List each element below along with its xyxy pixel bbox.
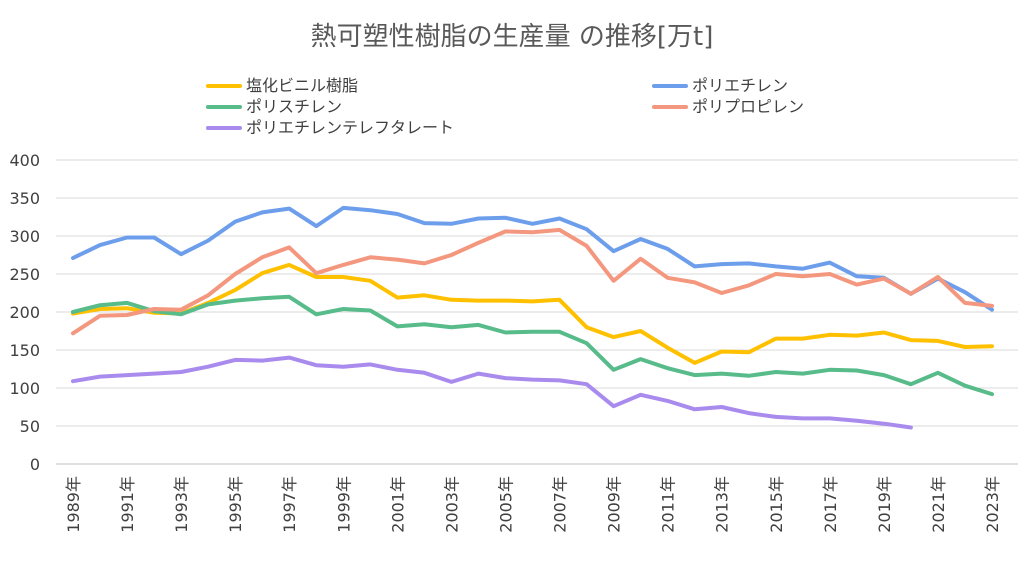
x-tick-label: 2021年 [929,476,948,533]
x-tick-label: 1991年 [118,476,137,533]
legend: 塩化ビニル樹脂 ポリエチレン ポリスチレン ポリプロピレン ポリエチレンテレフタ… [206,76,804,137]
y-tick-label: 0 [30,455,40,474]
x-tick-label: 2003年 [442,476,461,533]
x-tick-label: 2007年 [551,476,570,533]
series-line [71,227,994,336]
gridlines [56,159,1018,465]
legend-label: ポリスチレン [246,97,342,116]
series-lines [71,205,994,430]
legend-item: ポリプロピレン [652,97,804,116]
x-tick-label: 2023年 [983,476,1002,533]
legend-item: ポリスチレン [206,97,342,116]
x-axis-ticks: 1989年 1991年 1993年 1995年 1997年 1999年 2001年 2003年… [64,476,1002,533]
x-tick-label: 1997年 [280,476,299,533]
legend-label: ポリエチレンテレフタレート [246,118,454,137]
x-tick-label: 2013年 [713,476,732,533]
series-line [71,294,994,397]
x-tick-label: 1989年 [64,476,83,533]
x-tick-label: 2001年 [388,476,407,533]
legend-label: ポリエチレン [692,76,788,95]
y-tick-label: 50 [20,417,40,436]
legend-label: 塩化ビニル樹脂 [246,76,358,95]
x-tick-label: 2005年 [496,476,515,533]
series-line [71,262,994,365]
y-tick-label: 300 [9,227,40,246]
y-tick-label: 150 [9,341,40,360]
x-tick-label: 2019年 [875,476,894,533]
legend-item: 塩化ビニル樹脂 [206,76,358,95]
x-tick-label: 2009年 [605,476,624,533]
legend-item: ポリエチレン [652,76,788,95]
x-tick-label: 1999年 [334,476,353,533]
y-tick-label: 200 [9,303,40,322]
series-line [71,205,994,312]
series-line [71,355,913,430]
x-tick-label: 2011年 [659,476,678,533]
x-tick-label: 2015年 [767,476,786,533]
y-tick-label: 100 [9,379,40,398]
y-tick-label: 400 [9,151,40,170]
y-tick-label: 250 [9,265,40,284]
x-tick-label: 2017年 [821,476,840,533]
y-tick-label: 350 [9,189,40,208]
chart-title: 熱可塑性樹脂の生産量 の推移[万t] [311,22,714,52]
y-axis-ticks: 0 50 100 150 200 250 300 350 400 [9,151,40,474]
x-tick-label: 1995年 [226,476,245,533]
legend-item: ポリエチレンテレフタレート [206,118,454,137]
x-tick-label: 1993年 [172,476,191,533]
legend-label: ポリプロピレン [692,97,804,116]
